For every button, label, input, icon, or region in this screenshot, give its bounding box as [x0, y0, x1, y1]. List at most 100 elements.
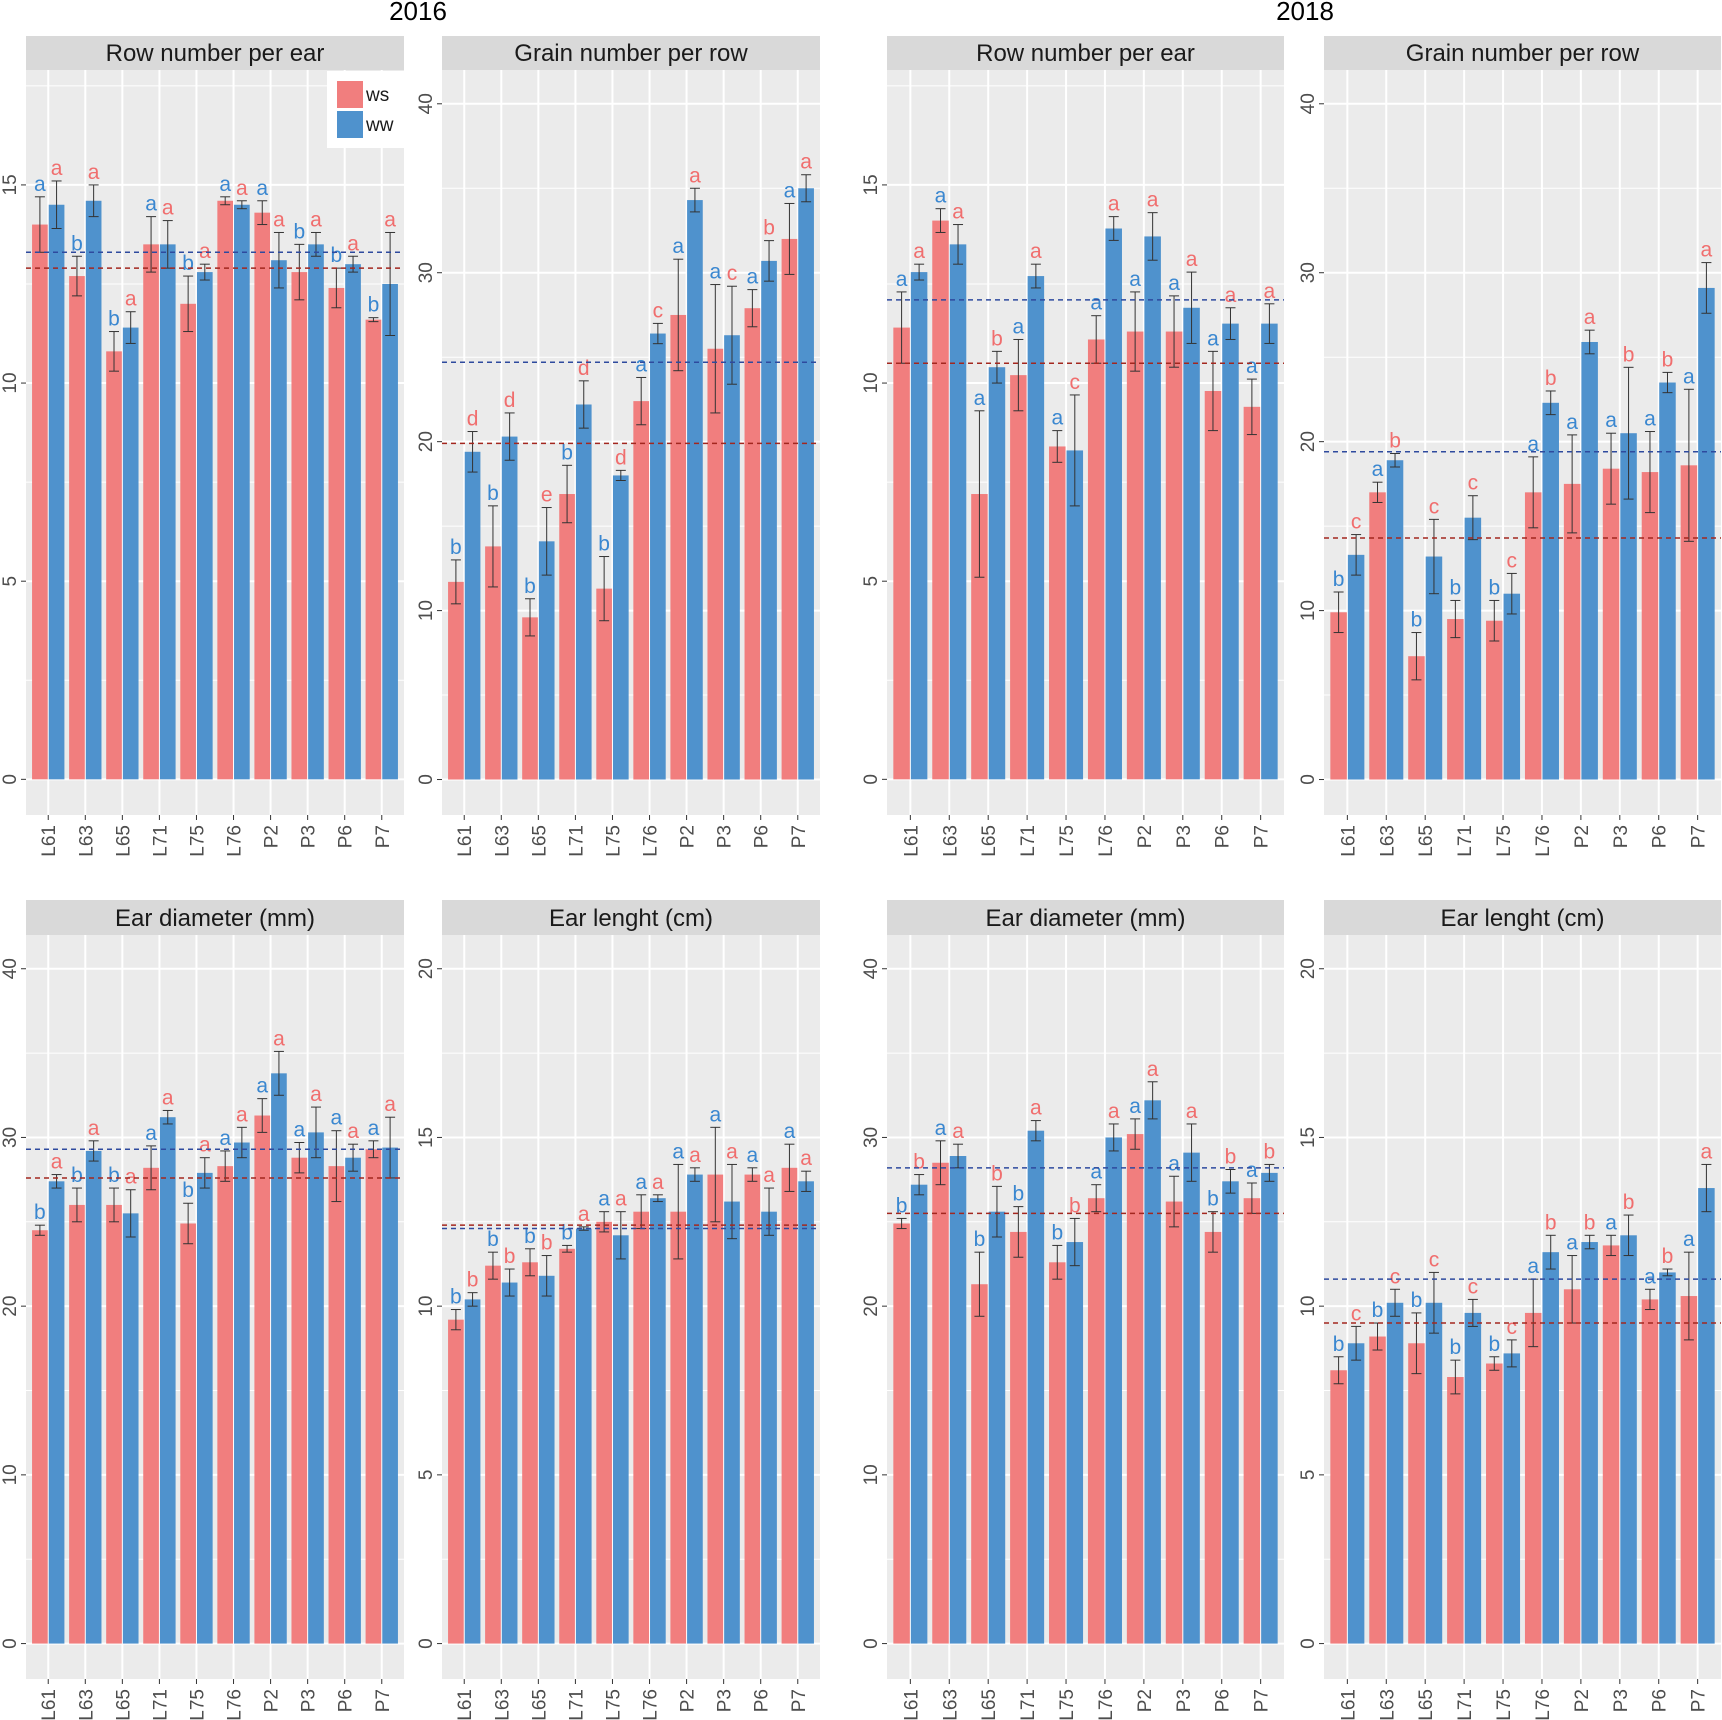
bar-ws-P2 — [1563, 1289, 1581, 1644]
x-tick-label: L61 — [1338, 825, 1359, 857]
x-tick-label: L63 — [940, 825, 961, 857]
bar-ww-L71 — [1464, 517, 1482, 780]
bar-ww-P2 — [1581, 1242, 1598, 1644]
bar-ws-L63 — [485, 546, 501, 780]
significance-letter: b — [763, 217, 775, 240]
bar-ww-P3 — [1183, 1152, 1200, 1644]
significance-letter: a — [726, 1140, 738, 1163]
significance-letter: b — [108, 308, 120, 331]
panel-title: Row number per ear — [106, 40, 325, 67]
bar-ws-P3 — [1602, 1245, 1620, 1644]
significance-letter: a — [578, 1203, 590, 1226]
bar-ws-L61 — [32, 1230, 48, 1644]
x-tick-label: L63 — [76, 825, 97, 857]
bar-ws-P6 — [744, 308, 761, 780]
significance-letter: a — [1207, 327, 1219, 350]
bar-ww-L63 — [949, 244, 967, 780]
significance-letter: a — [598, 1188, 610, 1211]
x-tick-label: L61 — [455, 825, 476, 857]
x-tick-label: L75 — [1494, 1689, 1515, 1720]
significance-letter: a — [709, 261, 721, 284]
bar-ww-L65 — [538, 1275, 555, 1644]
bar-ww-L76 — [234, 204, 250, 780]
y-tick-label: 30 — [416, 262, 437, 283]
y-tick-label: 20 — [1298, 431, 1319, 452]
bar-ws-P7 — [1680, 1296, 1698, 1644]
y-tick-label: 0 — [416, 774, 437, 785]
bar-ww-L71 — [575, 404, 592, 780]
x-tick-label: P3 — [299, 1689, 320, 1712]
significance-letter: d — [467, 408, 479, 431]
significance-letter: b — [1662, 1245, 1674, 1268]
bar-ws-P2 — [1563, 483, 1581, 780]
significance-letter: a — [1147, 1058, 1159, 1081]
significance-letter: c — [1429, 495, 1440, 518]
bar-ww-L65 — [1425, 556, 1443, 780]
bar-ws-P3 — [707, 348, 724, 780]
x-tick-label: L76 — [225, 1689, 246, 1720]
significance-letter: a — [273, 1027, 285, 1050]
x-tick-label: P3 — [715, 825, 736, 848]
x-tick-label: P6 — [1213, 1689, 1234, 1712]
significance-letter: a — [1584, 306, 1596, 329]
bar-ws-L61 — [893, 1223, 910, 1644]
x-tick-label: L65 — [1416, 825, 1437, 857]
bar-ww-L61 — [464, 1299, 481, 1644]
significance-letter: b — [34, 1201, 46, 1224]
bar-ws-L63 — [1369, 492, 1386, 780]
significance-letter: a — [652, 1171, 664, 1194]
significance-letter: b — [71, 1164, 83, 1187]
significance-letter: a — [1030, 1097, 1042, 1120]
bar-ws-L75 — [1486, 1363, 1503, 1644]
bar-ww-L75 — [1066, 1242, 1084, 1644]
significance-letter: c — [1390, 1265, 1401, 1288]
x-tick-label: L65 — [529, 1689, 550, 1720]
significance-letter: a — [1147, 189, 1159, 212]
significance-letter: a — [1225, 284, 1237, 307]
bar-ww-L61 — [48, 204, 65, 780]
bar-ww-P7 — [382, 1147, 398, 1644]
legend-key-ww — [337, 111, 363, 138]
year-title-2016: 2016 — [389, 0, 447, 26]
x-tick-label: L61 — [901, 1689, 922, 1720]
x-tick-label: P6 — [1213, 825, 1234, 848]
y-tick-label: 20 — [416, 958, 437, 979]
y-tick-label: 40 — [1298, 93, 1319, 114]
x-tick-label: L76 — [1533, 1689, 1554, 1720]
legend-key-ws — [337, 81, 363, 108]
bar-ww-P7 — [382, 283, 398, 780]
x-tick-label: L61 — [39, 1689, 60, 1720]
bar-ww-L65 — [122, 1213, 139, 1644]
bar-ws-L75 — [1486, 620, 1503, 780]
significance-letter: a — [1644, 1265, 1656, 1288]
bar-ww-L76 — [1105, 228, 1122, 780]
bar-ww-L63 — [85, 1150, 102, 1644]
significance-letter: a — [747, 1144, 759, 1167]
significance-letter: b — [1013, 1183, 1025, 1206]
significance-letter: a — [1108, 1100, 1120, 1123]
x-tick-label: L71 — [1455, 825, 1476, 857]
bar-ws-L63 — [932, 220, 949, 780]
bar-ww-L61 — [48, 1181, 65, 1644]
x-tick-label: L63 — [1377, 825, 1398, 857]
strip-background — [887, 36, 1284, 70]
bar-ww-P7 — [1698, 1188, 1715, 1644]
bar-ws-L76 — [217, 200, 234, 780]
significance-letter: b — [1545, 1211, 1557, 1234]
bar-ws-P2 — [254, 1115, 271, 1644]
significance-letter: b — [1264, 1140, 1276, 1163]
y-tick-label: 10 — [0, 372, 21, 393]
bar-ww-L65 — [538, 541, 555, 780]
bar-ww-L75 — [612, 475, 629, 780]
x-tick-label: P3 — [1174, 825, 1195, 848]
x-tick-label: P2 — [262, 1689, 283, 1712]
y-tick-label: 30 — [1298, 262, 1319, 283]
bar-ww-L61 — [464, 451, 481, 780]
significance-letter: c — [1429, 1248, 1440, 1271]
bar-ww-P3 — [308, 244, 324, 780]
y-tick-label: 10 — [861, 372, 882, 393]
bar-ws-L65 — [971, 1284, 988, 1644]
bar-ww-L76 — [650, 1198, 666, 1644]
significance-letter: a — [51, 1151, 63, 1174]
